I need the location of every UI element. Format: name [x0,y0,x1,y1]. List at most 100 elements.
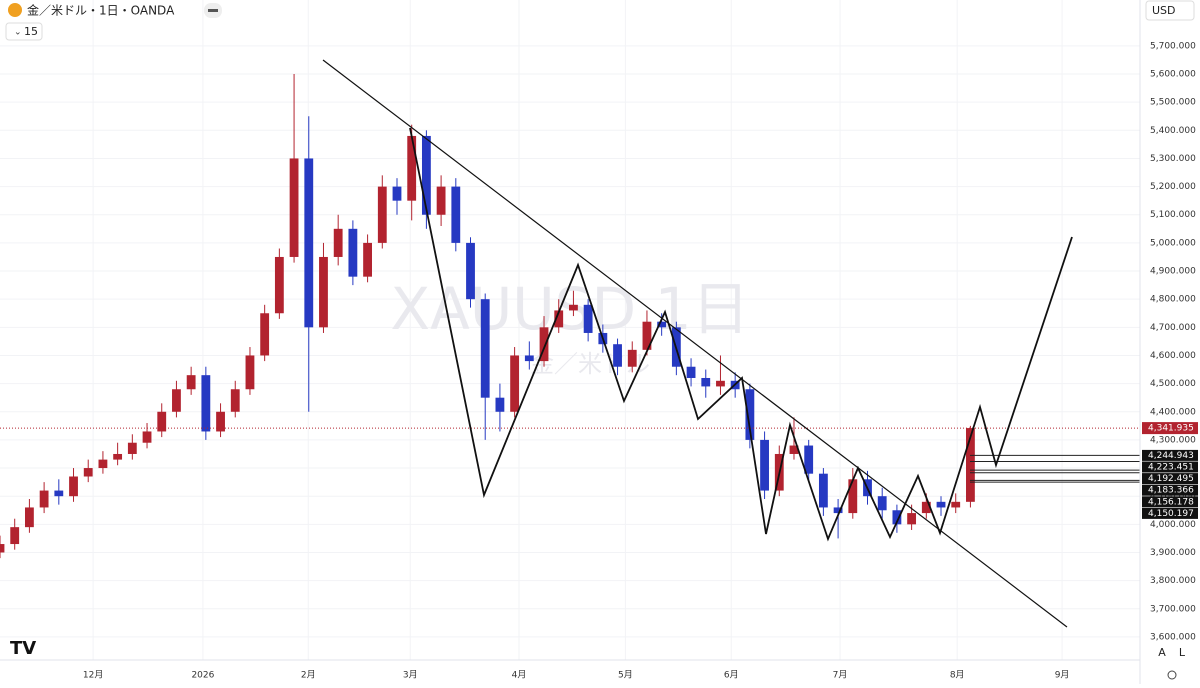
x-tick-label: 4月 [512,670,527,681]
candle-body [539,327,549,362]
level-tag [1142,461,1198,473]
candle-body [480,299,490,398]
y-tick-label: 3,800.000 [1150,576,1196,586]
candle-body [951,501,961,508]
logo: TV [10,638,36,659]
toggle-icon [208,9,218,12]
candle-body [304,158,314,328]
candle-body [172,389,181,412]
candle-body [348,228,358,277]
candle-body [833,507,843,514]
candle-body [0,544,5,553]
currency: USD [1152,4,1176,17]
last-price-label: 4,341.935 [1148,424,1194,434]
candle-body [966,428,975,502]
candle-body [701,377,711,387]
candle-body [201,375,211,432]
candle-body [392,186,402,201]
candle-body [642,321,652,350]
scale-button[interactable]: L [1179,646,1186,659]
symbol-title: 金／米ドル・1日・OANDA [27,3,175,18]
x-tick-label: 3月 [403,670,418,681]
candle-body [142,431,152,443]
level-label: 4,244.943 [1148,451,1194,461]
candle-body [686,366,696,378]
candle-body [554,310,564,328]
candle-body [54,490,64,497]
scale-button[interactable]: A [1158,646,1166,659]
candle-body [892,510,902,525]
level-label: 4,192.495 [1148,474,1194,484]
trendline [322,59,1068,628]
level-tag [1142,507,1198,519]
y-tick-label: 4,800.000 [1150,295,1196,305]
candle-body [510,355,520,412]
candle-body [230,389,240,412]
y-tick-label: 3,700.000 [1150,604,1196,614]
x-tick-label: 12月 [83,670,103,681]
candle-body [319,256,328,328]
y-tick-label: 4,300.000 [1150,435,1196,445]
candle-body [157,411,167,432]
y-tick-label: 4,000.000 [1150,520,1196,530]
candle-body [760,439,769,491]
candle-body [69,476,78,497]
candle-body [583,304,593,333]
level-tag [1142,496,1198,508]
candle-body [98,459,108,469]
candle-body [804,445,814,474]
y-tick-label: 4,600.000 [1150,351,1196,361]
level-tag [1142,484,1198,496]
x-tick-label: 8月 [950,670,965,681]
level-tag [1142,473,1198,485]
candle-body [877,496,887,511]
candle-body [289,158,299,257]
candle-body [377,186,387,243]
y-tick-label: 5,600.000 [1150,70,1196,80]
candle-body [363,242,372,277]
candle-body [848,479,858,514]
level-label: 4,156.178 [1148,497,1194,507]
candle-body [333,228,343,257]
candle-body [627,349,637,367]
candle-body [495,397,505,412]
grid [0,0,1140,660]
level-label: 4,150.197 [1148,509,1194,519]
x-tick-label: 2月 [301,670,316,681]
candle-body [113,453,123,460]
x-tick-label: 2026 [191,671,214,681]
candle-body [216,411,225,432]
y-tick-label: 4,400.000 [1150,407,1196,417]
currency-button[interactable] [1145,0,1195,21]
y-tick-label: 5,700.000 [1150,41,1196,51]
candle-body [24,507,34,528]
interval-caret: ⌄ [14,28,22,38]
interval: 15 [24,25,38,38]
level-label: 4,183.366 [1148,486,1194,496]
candle-body [260,313,270,356]
candle-body [789,445,799,454]
candle-body [569,304,578,311]
candle-body [466,242,475,300]
interval-box[interactable] [5,22,43,41]
x-tick-label: 7月 [833,670,848,681]
candle-body [83,468,93,477]
x-tick-label: 5月 [618,670,633,681]
y-tick-label: 3,900.000 [1150,548,1196,558]
candle-body [524,355,534,362]
level-tag [1142,449,1198,461]
y-tick-label: 4,700.000 [1150,323,1196,333]
candle-body [745,389,755,440]
candle-body [186,375,196,390]
y-tick-label: 5,000.000 [1150,238,1196,248]
symbol-icon [8,3,22,17]
candle-body [245,355,255,390]
candle-body [407,135,417,201]
y-tick-label: 5,400.000 [1150,126,1196,136]
settings-icon[interactable] [1167,670,1177,680]
last-price-tag [1142,422,1198,435]
candle-body [274,256,284,314]
zigzag [409,127,1073,542]
y-tick-label: 3,600.000 [1150,632,1196,642]
